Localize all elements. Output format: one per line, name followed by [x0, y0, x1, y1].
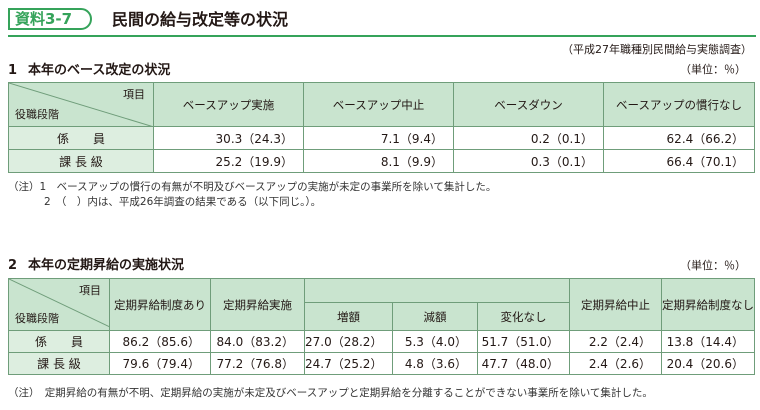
corner-diagonal-line [9, 83, 154, 127]
title-underline [8, 35, 756, 37]
col-header-raise-stopped: 定期昇給中止 [569, 278, 663, 331]
section1-number: 1 [8, 63, 18, 78]
col-header-no-change: 変化なし [476, 302, 571, 331]
section1-corner-cell: 項目 役職段階 [8, 82, 154, 127]
section1-heading: 1 本年のベース改定の状況 [8, 63, 170, 79]
table-cell: 84.0（83.2） [210, 330, 305, 353]
section2-title: 本年の定期昇給の実施状況 [28, 258, 185, 273]
col-header-raise-implemented: 定期昇給実施 [210, 278, 305, 331]
table-cell: 0.3（0.1） [453, 149, 604, 173]
corner-label-item: 項目 [79, 284, 101, 297]
section2-corner-cell: 項目 役職段階 [8, 278, 110, 331]
table-cell: 20.4（20.6） [661, 352, 756, 375]
table-row: 係 員 30.3（24.3） 7.1（9.4） 0.2（0.1） 62.4（66… [8, 126, 755, 150]
corner-label-rank: 役職段階 [15, 312, 59, 325]
section2-note: （注） 定期昇給の有無が不明、定期昇給の実施が未定及びベースアップと定期昇給を分… [8, 387, 653, 399]
section2-unit: （単位：％） [680, 259, 746, 272]
corner-diagonal-line [9, 279, 110, 327]
table-cell: 79.6（79.4） [109, 352, 211, 375]
table-cell: 47.7（48.0） [476, 352, 571, 375]
table-cell: 24.7（25.2） [304, 352, 393, 375]
corner-label-item: 項目 [123, 88, 145, 101]
table-cell: 5.3（4.0） [392, 330, 478, 353]
regular-raise-table: 項目 役職段階 定期昇給制度あり 定期昇給実施 定期昇給中止 定期昇給制度なし … [8, 278, 756, 375]
section1-note-2: 2 （ ）内は、平成26年調査の結果である（以下同じ。）。 [44, 196, 322, 208]
section1-unit: （単位：％） [680, 63, 746, 76]
col-header-base-up: ベースアップ実施 [153, 82, 304, 127]
page-title: 民間の給与改定等の状況 [112, 10, 289, 29]
table-cell: 2.4（2.6） [569, 352, 663, 375]
table-cell: 27.0（28.2） [304, 330, 393, 353]
table-cell: 8.1（9.9） [303, 149, 454, 173]
row-label-section-chief: 課 長 級 [8, 352, 110, 375]
corner-label-rank: 役職段階 [15, 108, 59, 121]
col-header-no-custom: ベースアップの慣行なし [603, 82, 755, 127]
col-header-decrease: 減額 [392, 302, 478, 331]
table-cell: 30.3（24.3） [153, 126, 304, 150]
table-cell: 77.2（76.8） [210, 352, 305, 375]
section2-heading: 2 本年の定期昇給の実施状況 [8, 258, 184, 274]
col-header-base-down: ベースダウン [453, 82, 604, 127]
col-header-base-up-stop: ベースアップ中止 [303, 82, 454, 127]
table-cell: 0.2（0.1） [453, 126, 604, 150]
col-header-no-system: 定期昇給制度なし [661, 278, 756, 331]
row-label-staff: 係 員 [8, 330, 110, 353]
row-label-staff: 係 員 [8, 126, 154, 150]
document-tag: 資料3-7 [8, 8, 92, 30]
table-cell: 25.2（19.9） [153, 149, 304, 173]
section1-title: 本年のベース改定の状況 [28, 63, 171, 78]
table-cell: 62.4（66.2） [603, 126, 755, 150]
source-note: （平成27年職種別民間給与実態調査） [562, 43, 752, 56]
col-header-increase: 増額 [304, 302, 393, 331]
section1-note-1: （注）1 ベースアップの慣行の有無が不明及びベースアップの実施が未定の事業所を除… [8, 181, 497, 193]
table-row: 課 長 級 79.6（79.4） 77.2（76.8） 24.7（25.2） 4… [8, 352, 756, 375]
table-row: 課 長 級 25.2（19.9） 8.1（9.9） 0.3（0.1） 66.4（… [8, 149, 755, 173]
base-revision-table: 項目 役職段階 ベースアップ実施 ベースアップ中止 ベースダウン ベースアップの… [8, 82, 755, 173]
table-cell: 86.2（85.6） [109, 330, 211, 353]
table-cell: 4.8（3.6） [392, 352, 478, 375]
subheader-spacer [303, 278, 571, 303]
table-cell: 66.4（70.1） [603, 149, 755, 173]
table-cell: 7.1（9.4） [303, 126, 454, 150]
table-cell: 51.7（51.0） [476, 330, 571, 353]
table-cell: 2.2（2.4） [569, 330, 663, 353]
col-header-system-exists: 定期昇給制度あり [109, 278, 211, 331]
section2-number: 2 [8, 258, 18, 273]
table-cell: 13.8（14.4） [661, 330, 756, 353]
table-row: 係 員 86.2（85.6） 84.0（83.2） 27.0（28.2） 5.3… [8, 330, 756, 353]
row-label-section-chief: 課 長 級 [8, 149, 154, 173]
